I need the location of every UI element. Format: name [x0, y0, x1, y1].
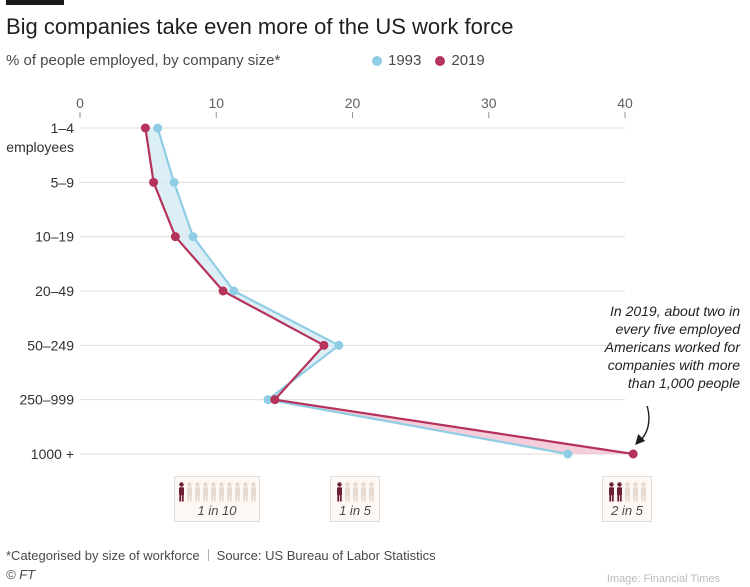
x-tick-label: 10 [208, 95, 224, 111]
y-tick-label: 20–49 [35, 283, 74, 299]
y-tick-label: 250–999 [19, 392, 74, 408]
legend-swatch-2019 [435, 55, 446, 66]
data-point-1993 [334, 340, 344, 350]
person-icon [640, 482, 647, 507]
chart-title: Big companies take even more of the US w… [6, 14, 514, 39]
data-point-2019 [149, 177, 159, 187]
data-point-2019 [270, 395, 280, 405]
footnote: *Categorised by size of workforce Source:… [6, 548, 436, 563]
y-tick-label: 50–249 [27, 337, 74, 353]
legend-label-2019: 2019 [451, 52, 485, 69]
x-tick-label: 40 [617, 95, 633, 111]
data-point-2019 [319, 340, 329, 350]
person-icon [608, 482, 615, 507]
data-point-1993 [229, 286, 239, 296]
line-chart: 0 10 20 30 40 1–4 employees 5–9 10–19 20–49 50–249… [6, 95, 650, 462]
annotation-text: In 2019, about two in every five employe… [604, 303, 740, 391]
ratio-label: 2 in 5 [611, 503, 643, 518]
legend-item-2019: 2019 [435, 52, 485, 69]
ratio-box-1-in-5: 1 in 5 [330, 476, 380, 522]
brand-bar [6, 0, 64, 5]
data-point-2019 [218, 286, 228, 296]
y-tick-label: 1000 + [31, 446, 74, 462]
data-point-1993 [563, 449, 573, 459]
person-icon [632, 482, 639, 507]
person-icon [178, 482, 185, 507]
person-icon [234, 482, 241, 507]
legend-item-1993: 1993 [372, 52, 421, 69]
copyright: © FT [6, 567, 36, 582]
ratio-box-2-in-5: 2 in 5 [602, 476, 652, 522]
person-icon [616, 482, 623, 507]
image-credit: Image: Financial Times [606, 573, 720, 585]
series-gap-fill [153, 182, 194, 237]
data-point-2019 [628, 449, 638, 459]
data-point-1993 [263, 395, 273, 405]
person-icon [250, 482, 257, 507]
data-point-2019 [140, 123, 150, 133]
y-tick-label: 1–4 [51, 120, 75, 136]
person-icon [336, 482, 343, 507]
person-icon [242, 482, 249, 507]
y-tick-label: 10–19 [35, 229, 74, 245]
person-icon [210, 482, 217, 507]
data-point-1993 [169, 177, 179, 187]
y-tick-label: employees [6, 139, 74, 155]
person-icon [352, 482, 359, 507]
x-tick-label: 0 [76, 95, 84, 111]
legend: 1993 2019 [372, 52, 485, 69]
ratio-box-1-in-10: 1 in 10 [174, 476, 260, 522]
person-icon [186, 482, 193, 507]
person-icon [202, 482, 209, 507]
ratio-label: 1 in 5 [339, 503, 371, 518]
footnote-divider [207, 549, 209, 561]
person-icon [218, 482, 225, 507]
person-icon [226, 482, 233, 507]
x-tick-label: 20 [345, 95, 361, 111]
legend-swatch-1993 [372, 55, 382, 66]
people-icons [175, 482, 259, 507]
ratio-label: 1 in 10 [197, 503, 237, 518]
footnote-source: Source: US Bureau of Labor Statistics [216, 548, 436, 563]
people-icons [331, 482, 379, 507]
person-icon [368, 482, 375, 507]
series-gap-fill [175, 236, 234, 291]
data-point-2019 [170, 232, 180, 242]
legend-label-1993: 1993 [388, 52, 422, 69]
person-icon [344, 482, 351, 507]
person-icon [194, 482, 201, 507]
data-point-1993 [188, 232, 198, 242]
annotation-arrowhead [635, 434, 646, 445]
y-tick-label: 5–9 [51, 174, 75, 190]
person-icon [624, 482, 631, 507]
series-gap-fill [223, 291, 339, 346]
x-tick-label: 30 [481, 95, 497, 111]
data-point-1993 [153, 123, 163, 133]
chart-subtitle: % of people employed, by company size* [6, 52, 281, 69]
footnote-note: *Categorised by size of workforce [6, 548, 200, 563]
person-icon [360, 482, 367, 507]
people-icons [603, 482, 651, 507]
